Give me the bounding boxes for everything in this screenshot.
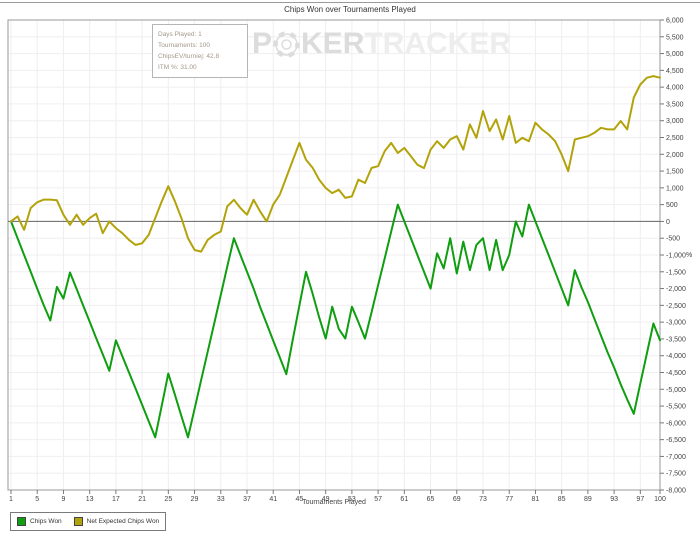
svg-text:0: 0 [666, 219, 670, 226]
svg-text:-4,500: -4,500 [666, 370, 686, 377]
svg-text:45: 45 [296, 496, 304, 503]
svg-text:77: 77 [505, 496, 513, 503]
chart-legend: Chips Won Net Expected Chips Won [10, 512, 167, 531]
svg-text:-2,500: -2,500 [666, 303, 686, 310]
svg-text:33: 33 [217, 496, 225, 503]
svg-text:-500: -500 [666, 236, 680, 243]
svg-text:1: 1 [9, 496, 13, 503]
net-expected-chips-won-line [10, 75, 661, 253]
svg-text:21: 21 [138, 496, 146, 503]
svg-text:2,500: 2,500 [666, 135, 684, 142]
info-itm-percent: ITM %: 31.00 [158, 64, 197, 71]
svg-text:500: 500 [666, 202, 678, 209]
svg-text:93: 93 [610, 496, 618, 503]
poker-chip-icon [273, 30, 300, 58]
svg-text:3,000: 3,000 [666, 118, 684, 125]
svg-text:97: 97 [636, 496, 644, 503]
watermark-text-p: P [252, 27, 273, 60]
y-axis-ticks: 6,000 5,500 5,000 4,500 4,000 3,500 3,000 2,500… [660, 18, 686, 495]
svg-text:53: 53 [348, 496, 356, 503]
svg-text:-3,500: -3,500 [666, 336, 686, 343]
svg-text:9: 9 [61, 496, 65, 503]
session-info-box: Days Played: 1 Tournaments: 100 ChipsEV/… [152, 24, 248, 78]
svg-text:-7,500: -7,500 [666, 471, 686, 478]
svg-text:-6,000: -6,000 [666, 420, 686, 427]
svg-text:-1,000: -1,000 [666, 253, 686, 260]
svg-text:65: 65 [427, 496, 435, 503]
svg-text:1,000: 1,000 [666, 185, 684, 192]
chips-won-line [10, 203, 661, 439]
svg-text:57: 57 [374, 496, 382, 503]
svg-text:5,500: 5,500 [666, 34, 684, 41]
svg-text:4,000: 4,000 [666, 85, 684, 92]
svg-text:-8,000: -8,000 [666, 488, 686, 495]
watermark-text-ker: KER [301, 27, 365, 60]
x-axis-title: Tournaments Played [302, 499, 366, 506]
svg-text:-2,000: -2,000 [666, 286, 686, 293]
x-axis-ticks: 1 5 9 13 17 21 25 29 33 37 41 45 49 53 57 61 65 69 73 77 81 8… [9, 490, 666, 503]
svg-text:-4,000: -4,000 [666, 353, 686, 360]
svg-text:-5,500: -5,500 [666, 404, 686, 411]
net-expected-swatch-icon [73, 517, 83, 526]
svg-text:13: 13 [86, 496, 94, 503]
svg-text:61: 61 [400, 496, 408, 503]
svg-text:29: 29 [191, 496, 199, 503]
info-days-played: Days Played: 1 [158, 31, 202, 38]
svg-text:69: 69 [453, 496, 461, 503]
svg-text:-7,000: -7,000 [666, 454, 686, 461]
svg-text:3,500: 3,500 [666, 101, 684, 108]
legend-label-chips-won: Chips Won [30, 518, 62, 525]
svg-text:73: 73 [479, 496, 487, 503]
svg-text:-6,500: -6,500 [666, 437, 686, 444]
svg-text:85: 85 [558, 496, 566, 503]
svg-text:100: 100 [654, 496, 666, 503]
gridlines [8, 20, 661, 490]
legend-entry-chips-won[interactable]: Chips Won [17, 517, 62, 526]
y-axis-unit-label: % [686, 252, 693, 259]
chips-won-swatch-icon [17, 517, 26, 526]
svg-text:89: 89 [584, 496, 592, 503]
legend-label-net-expected: Net Expected Chips Won [86, 518, 160, 525]
svg-text:25: 25 [164, 496, 172, 503]
svg-text:81: 81 [532, 496, 540, 503]
svg-text:5,000: 5,000 [666, 51, 684, 58]
svg-text:-3,000: -3,000 [666, 320, 686, 327]
chart-title: Chips Won over Tournaments Played [284, 5, 416, 14]
svg-text:17: 17 [112, 496, 120, 503]
svg-text:49: 49 [322, 496, 330, 503]
svg-text:5: 5 [35, 496, 39, 503]
svg-text:4,500: 4,500 [666, 68, 684, 75]
top-divider [0, 2, 700, 3]
pokertracker-watermark: P KER TRACKER [252, 26, 511, 62]
svg-text:-1,500: -1,500 [666, 269, 686, 276]
svg-text:37: 37 [243, 496, 251, 503]
svg-text:6,000: 6,000 [666, 18, 684, 25]
info-chips-ev: ChipsEV/turniej: 42.8 [158, 53, 220, 60]
info-tournaments: Tournaments: 100 [158, 42, 211, 49]
svg-text:41: 41 [269, 496, 277, 503]
watermark-text-tracker: TRACKER [364, 27, 512, 60]
svg-text:2,000: 2,000 [666, 152, 684, 159]
legend-entry-net-expected[interactable]: Net Expected Chips Won [73, 517, 160, 526]
svg-text:-5,000: -5,000 [666, 387, 686, 394]
svg-text:1,500: 1,500 [666, 169, 684, 176]
